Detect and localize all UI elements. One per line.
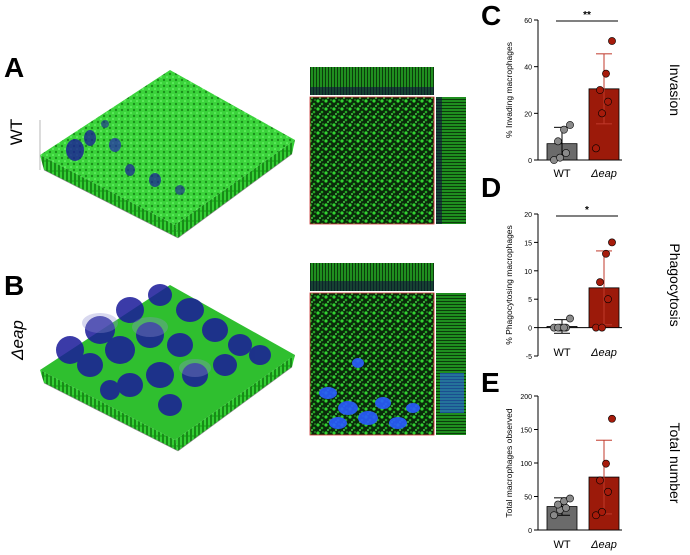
category-label: Δeap <box>590 168 617 180</box>
data-point <box>556 153 564 162</box>
y-tick-label: 0 <box>528 528 532 535</box>
data-point <box>562 149 570 157</box>
chart-title: Invasion <box>667 64 683 116</box>
panel-letter-d: D <box>481 172 502 203</box>
data-point <box>596 86 604 94</box>
chart-title: Phagocytosis <box>667 243 683 326</box>
chart-phagocytosis: -5 0 5 10 15 20 % Phagocytosing macrophages WT Δ… <box>504 205 683 361</box>
row-label-eap: Δeap <box>8 320 27 360</box>
y-tick-label: 50 <box>524 495 532 502</box>
data-point <box>554 137 562 146</box>
biofilm-3d-render-wt <box>39 70 295 239</box>
y-tick-label: -5 <box>526 354 532 361</box>
y-tick-label: 150 <box>520 428 532 435</box>
data-point <box>608 238 616 247</box>
data-point <box>602 69 610 78</box>
data-point <box>566 121 574 129</box>
significance-label: ** <box>583 10 591 21</box>
biofilm-3d-render-eap <box>40 284 295 452</box>
y-tick-label: 60 <box>524 18 532 25</box>
category-label: Δeap <box>590 539 617 551</box>
data-point <box>604 97 612 106</box>
data-point <box>560 323 568 332</box>
panel-letter-e: E <box>481 367 500 398</box>
data-point <box>554 500 562 509</box>
y-tick-label: 20 <box>524 111 532 118</box>
data-point <box>598 109 606 118</box>
data-point <box>604 487 612 496</box>
orthogonal-view-eap <box>309 263 466 436</box>
data-point <box>598 323 606 332</box>
y-tick-label: 200 <box>520 394 532 401</box>
y-axis-label: % Invading macrophages <box>504 42 514 138</box>
data-point <box>592 144 600 153</box>
y-tick-label: 0 <box>528 326 532 333</box>
data-point <box>608 37 616 45</box>
y-tick-label: 0 <box>528 158 532 165</box>
y-tick-label: 15 <box>524 240 532 247</box>
chart-total-number: 0 50 100 150 200 Total macrophages observed WT… <box>504 394 683 551</box>
panel-letter-c: C <box>481 0 502 31</box>
panel-letter-b: B <box>4 270 25 301</box>
category-label: Δeap <box>590 347 617 359</box>
data-point <box>598 508 606 516</box>
data-point <box>550 511 558 520</box>
category-label: WT <box>553 539 570 551</box>
data-point <box>592 511 600 520</box>
data-point <box>596 476 604 485</box>
y-tick-label: 20 <box>524 212 532 219</box>
row-label-wt: WT <box>7 118 26 146</box>
data-point <box>560 125 568 134</box>
chart-invasion: 0 20 40 60 % Invading macrophages WT Δeap ** Inv… <box>504 10 683 180</box>
panel-letter-a: A <box>4 52 25 83</box>
y-axis-label: Total macrophages observed <box>504 408 514 517</box>
data-point <box>562 503 570 512</box>
category-label: WT <box>553 168 570 180</box>
data-point <box>566 314 574 323</box>
data-point <box>602 249 610 258</box>
data-point <box>604 295 612 304</box>
y-axis-label: % Phagocytosing macrophages <box>504 225 514 345</box>
y-tick-label: 5 <box>528 297 532 304</box>
data-point <box>602 459 610 468</box>
orthogonal-view-wt <box>309 67 466 225</box>
y-tick-label: 40 <box>524 65 532 72</box>
category-label: WT <box>553 347 570 359</box>
data-point <box>596 278 604 287</box>
data-point <box>566 494 574 503</box>
significance-label: * <box>585 205 589 216</box>
y-tick-label: 100 <box>520 461 532 468</box>
y-tick-label: 10 <box>524 269 532 276</box>
data-point <box>608 414 616 423</box>
chart-title: Total number <box>667 423 683 504</box>
